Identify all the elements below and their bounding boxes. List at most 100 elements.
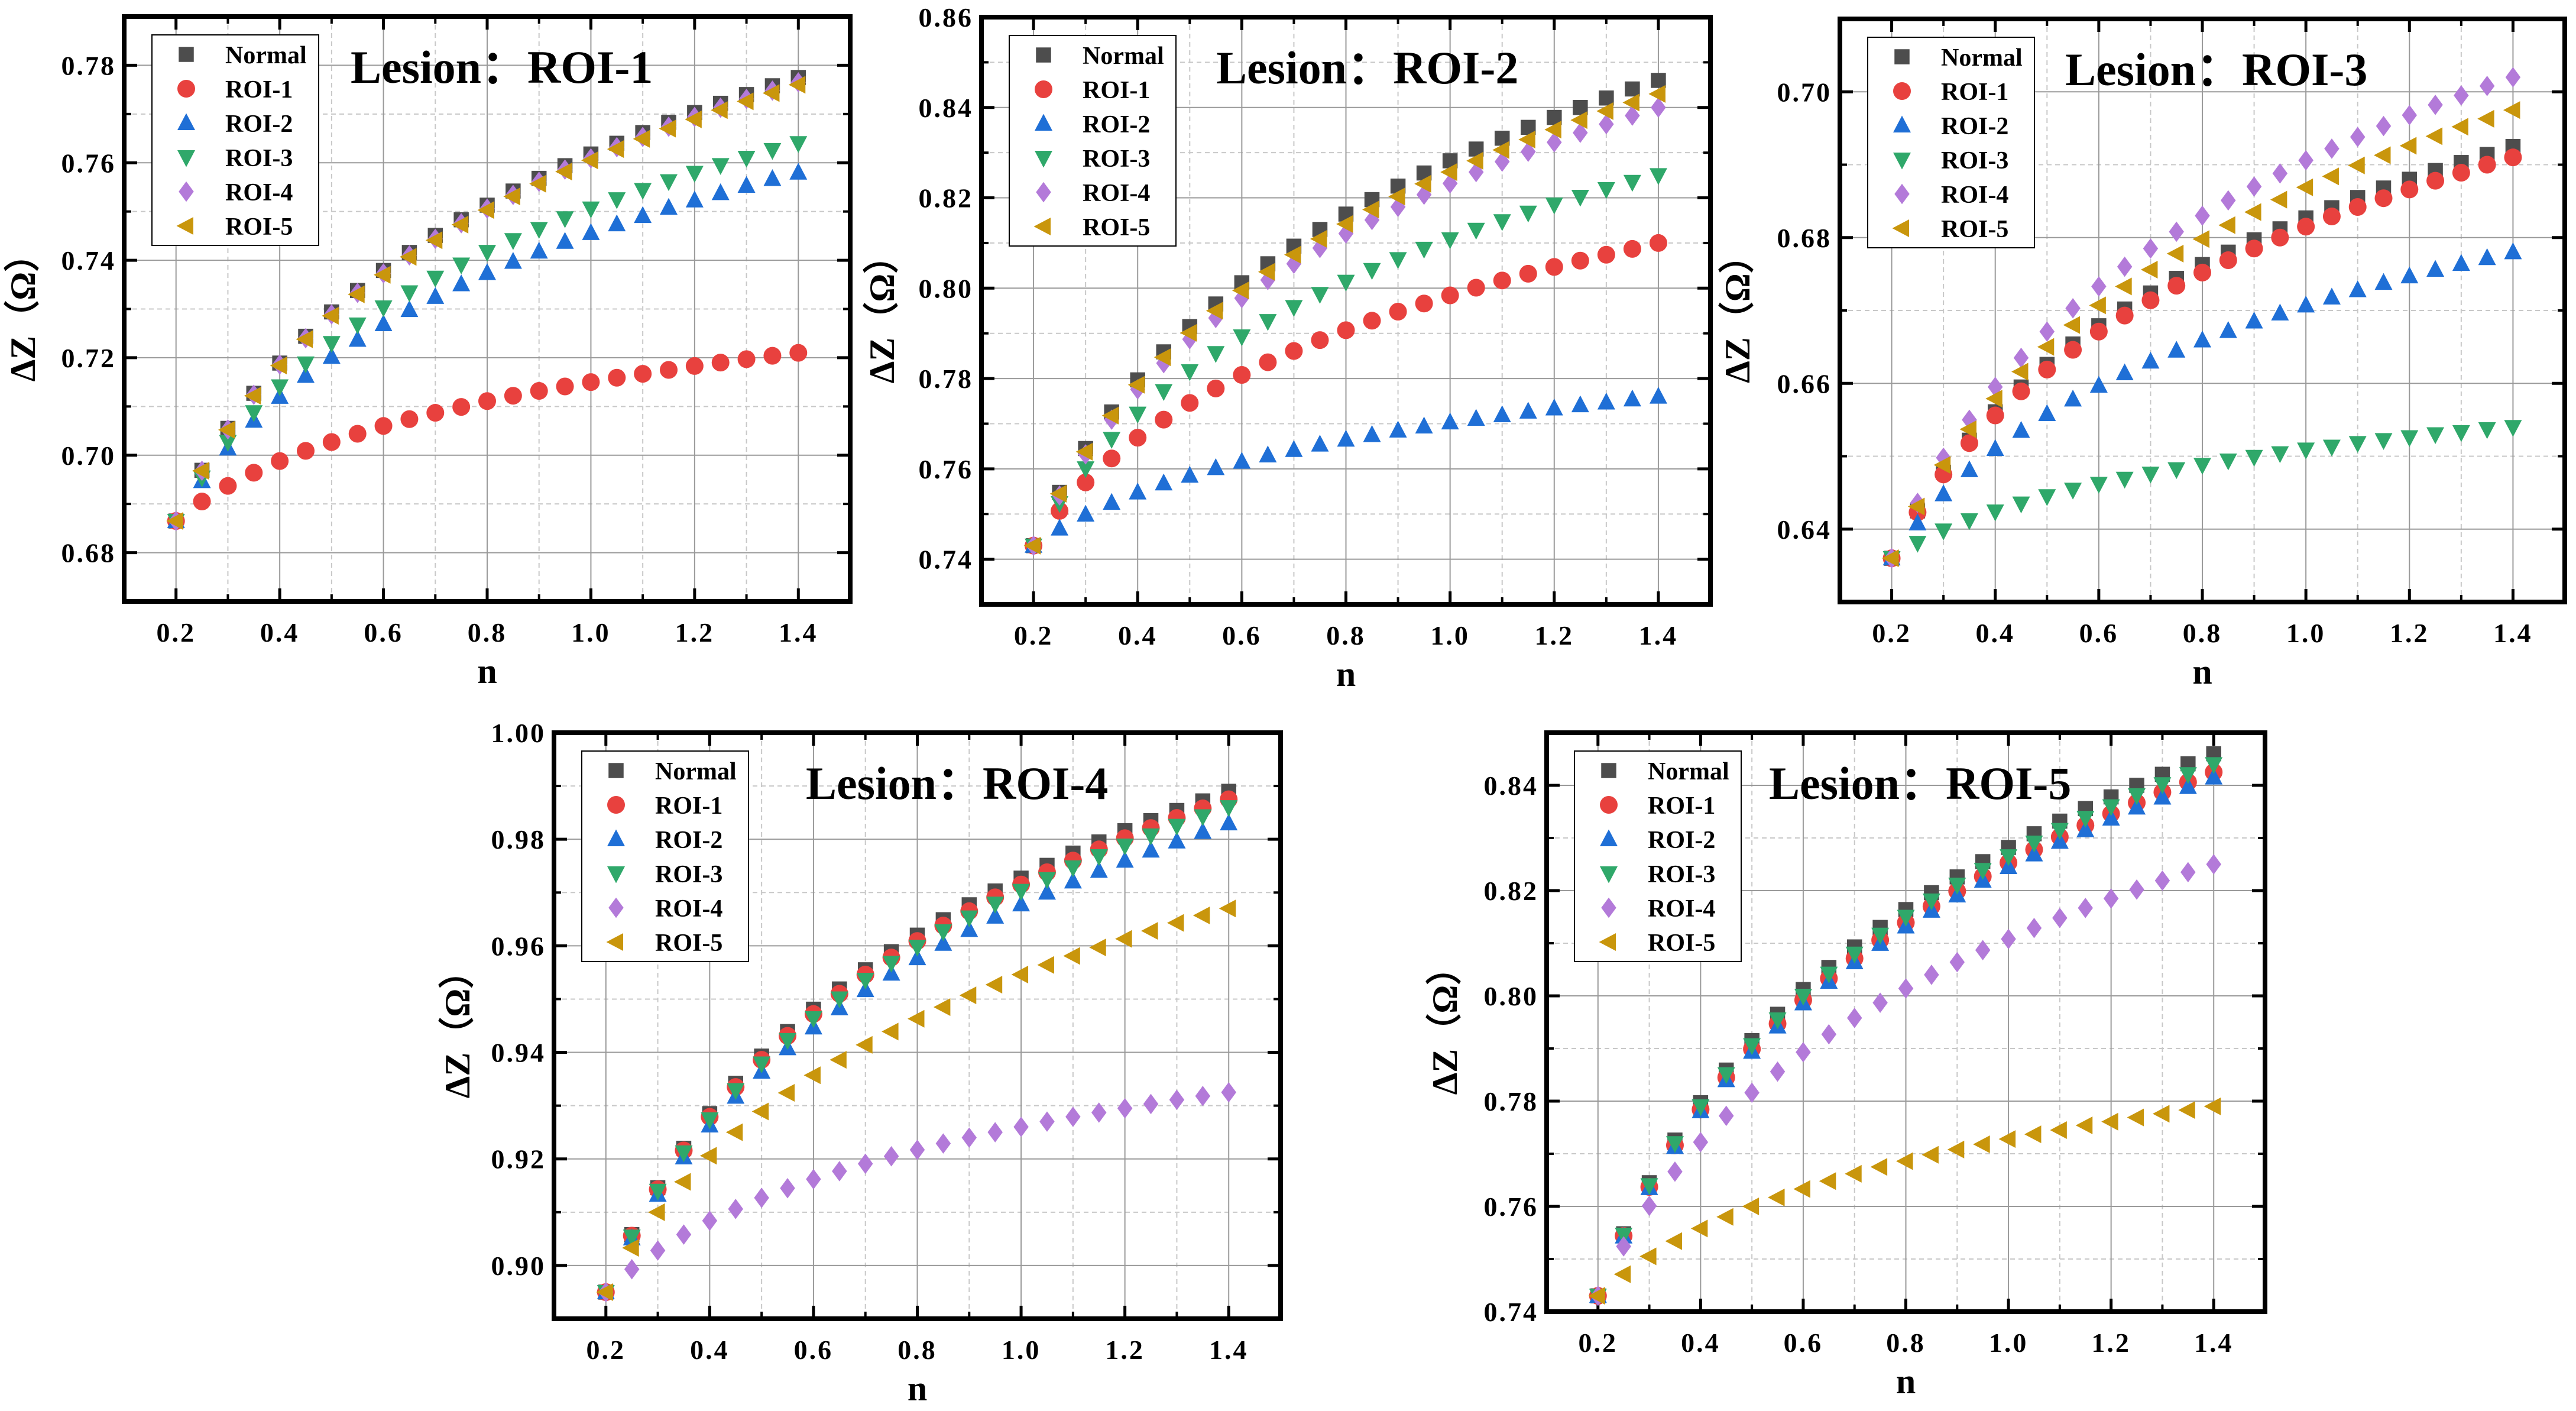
data-point — [1665, 1232, 1682, 1250]
data-point — [753, 1056, 771, 1073]
y-tick-label: 0.64 — [1777, 514, 1832, 545]
data-point — [1258, 263, 1275, 281]
data-point — [701, 1112, 719, 1130]
data-point — [685, 110, 702, 128]
data-point — [1233, 329, 1251, 347]
data-point — [1882, 549, 1899, 568]
legend-label: Normal — [1648, 758, 1729, 785]
legend-marker-diamond-icon — [1036, 182, 1051, 203]
data-point — [1103, 493, 1121, 510]
data-point — [1285, 440, 1303, 457]
data-point — [1129, 483, 1147, 500]
data-point — [1897, 910, 1915, 927]
data-point — [1193, 907, 1210, 925]
data-point — [737, 151, 756, 168]
data-point — [908, 940, 926, 957]
data-point — [634, 206, 652, 224]
data-point — [908, 948, 926, 966]
data-point — [426, 270, 445, 288]
data-point — [1960, 460, 1978, 477]
data-point — [348, 329, 367, 347]
y-axis-label: ΔZ（Ω） — [862, 238, 902, 384]
data-point — [530, 381, 548, 400]
data-point — [2115, 471, 2134, 489]
x-tick-label: 1.2 — [2091, 1328, 2131, 1358]
data-point — [1493, 271, 1511, 290]
data-point — [219, 435, 237, 452]
data-point — [2089, 322, 2108, 341]
data-point — [2477, 109, 2494, 128]
data-point — [2089, 477, 2108, 494]
data-point — [1716, 1208, 1733, 1226]
data-point — [2024, 1125, 2042, 1144]
data-point — [530, 241, 548, 259]
x-tick-label: 0.8 — [1886, 1328, 1926, 1358]
data-point — [2166, 244, 2184, 263]
data-point — [832, 1161, 847, 1182]
y-tick-label: 0.76 — [1484, 1192, 1539, 1222]
data-point — [504, 252, 522, 269]
data-point — [624, 1258, 640, 1280]
data-point — [2013, 347, 2029, 368]
data-point — [634, 183, 652, 200]
y-tick-label: 0.92 — [491, 1144, 546, 1174]
x-tick-label: 1.0 — [1430, 620, 1470, 651]
data-point — [2452, 425, 2470, 442]
legend-label: ROI-3 — [225, 145, 293, 172]
data-point — [322, 336, 341, 353]
data-point — [1845, 946, 1864, 964]
data-point — [2219, 321, 2237, 338]
data-point — [1013, 1116, 1029, 1137]
y-tick-label: 0.68 — [61, 538, 116, 568]
data-point — [2050, 823, 2069, 840]
data-point — [2115, 363, 2134, 380]
data-point — [1441, 286, 1459, 305]
data-point — [1649, 387, 1667, 404]
y-tick-label: 0.94 — [491, 1038, 546, 1068]
data-point — [1039, 1111, 1055, 1132]
series-roi-3 — [597, 800, 1238, 1302]
series-roi-3 — [167, 136, 808, 531]
data-point — [556, 377, 574, 396]
data-point — [1038, 882, 1056, 900]
data-point — [1363, 263, 1381, 280]
data-point — [1116, 850, 1134, 868]
x-tick-label: 0.2 — [1872, 618, 1911, 648]
legend-marker-triangle-up-icon — [177, 113, 195, 130]
data-point — [270, 357, 287, 375]
y-tick-label: 0.98 — [491, 824, 546, 855]
data-point — [685, 166, 704, 183]
chart-2: 0.2 0.4 0.6 0.8 1.0 1.2 1.4 0.74 0.76 0.78 0.80 0.8… — [862, 2, 1713, 694]
data-point — [2505, 67, 2521, 88]
data-point — [728, 1199, 743, 1219]
data-point — [1649, 168, 1667, 185]
data-point — [711, 101, 728, 119]
data-point — [2025, 844, 2043, 862]
data-point — [193, 493, 211, 511]
data-point — [1285, 300, 1303, 317]
data-point — [1870, 1158, 1888, 1176]
data-point — [2102, 799, 2120, 817]
data-point — [2245, 240, 2263, 258]
data-point — [245, 405, 263, 422]
data-point — [1986, 406, 2004, 425]
data-point — [348, 425, 367, 443]
chart-1: 0.2 0.4 0.6 0.8 1.0 1.2 1.4 0.68 0.70 0.72 0.74 0.7… — [3, 14, 853, 691]
data-point — [685, 357, 704, 375]
chart-5: 0.2 0.4 0.6 0.8 1.0 1.2 1.4 0.74 0.76 0.78 0.80 0.8… — [1425, 730, 2267, 1401]
data-point — [2298, 150, 2313, 171]
data-point — [2065, 298, 2081, 319]
data-point — [676, 1224, 692, 1245]
data-point — [1090, 849, 1108, 866]
data-point — [702, 1210, 718, 1231]
data-point — [1922, 893, 1940, 911]
data-point — [1544, 121, 1561, 139]
data-point — [830, 991, 848, 1009]
data-point — [2297, 442, 2315, 459]
data-point — [909, 1140, 925, 1160]
data-point — [2374, 146, 2391, 164]
x-tick-label: 0.8 — [897, 1335, 937, 1365]
data-point — [2102, 808, 2120, 826]
data-point — [1599, 90, 1614, 106]
legend-label: ROI-5 — [1083, 214, 1150, 241]
